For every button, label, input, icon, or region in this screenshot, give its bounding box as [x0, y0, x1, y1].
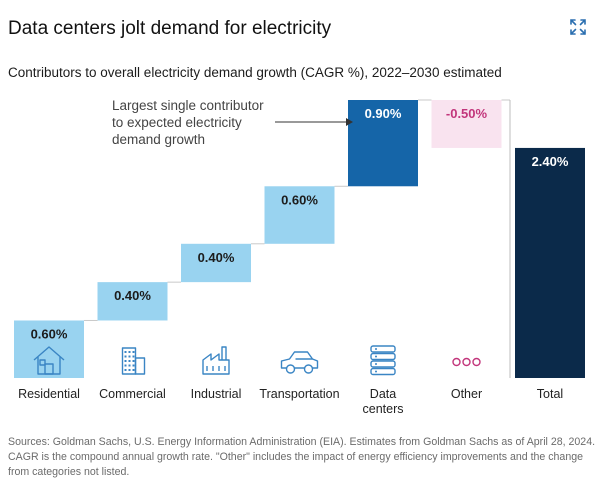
x-label-industrial: Industrial [191, 387, 242, 401]
dots-icon [452, 357, 481, 367]
bar-data-centers [348, 100, 418, 187]
value-label-industrial: 0.40% [198, 250, 235, 265]
x-label-transportation: Transportation [259, 387, 339, 401]
annotation-line-2: to expected electricity [112, 115, 242, 130]
bar-residential [14, 320, 84, 378]
annotation-line-3: demand growth [112, 132, 205, 147]
car-icon [280, 351, 319, 374]
office-building-icon [121, 347, 146, 375]
server-icon [370, 345, 396, 376]
annotation: Largest single contributor to expected e… [112, 98, 353, 147]
value-label-other: -0.50% [446, 106, 488, 121]
bar-transportation [264, 186, 335, 244]
waterfall-chart: 0.60% 0.40% 0.40% 0.60% 0.90% -0.50% 2.40% Res… [14, 98, 585, 416]
connector-lines [84, 99, 510, 321]
value-label-residential: 0.60% [31, 326, 68, 341]
x-label-commercial: Commercial [99, 387, 166, 401]
x-label-data-centers: Data centers [363, 387, 404, 416]
value-label-total: 2.40% [532, 154, 569, 169]
bars: 0.60% 0.40% 0.40% 0.60% 0.90% -0.50% 2.40% [14, 100, 585, 378]
x-label-total: Total [537, 387, 563, 401]
expand-icon[interactable] [563, 12, 593, 42]
value-label-data-centers: 0.90% [365, 106, 402, 121]
chart-subtitle: Contributors to overall electricity dema… [8, 65, 502, 80]
category-icons [33, 345, 481, 376]
factory-icon [202, 346, 230, 375]
x-axis-labels: Residential Commercial Industrial Transport… [18, 387, 563, 416]
bar-other [431, 100, 502, 148]
x-label-residential: Residential [18, 387, 80, 401]
chart-title: Data centers jolt demand for electricity [8, 18, 332, 39]
x-label-other: Other [451, 387, 482, 401]
annotation-line-1: Largest single contributor [112, 98, 264, 113]
source-note: Sources: Goldman Sachs, U.S. Energy Info… [8, 436, 596, 478]
annotation-arrowhead [346, 118, 353, 126]
value-label-commercial: 0.40% [114, 288, 151, 303]
bar-commercial [97, 282, 168, 321]
bar-total [515, 147, 585, 378]
house-icon [33, 346, 65, 375]
value-label-transportation: 0.60% [281, 192, 318, 207]
bar-industrial [181, 243, 251, 283]
